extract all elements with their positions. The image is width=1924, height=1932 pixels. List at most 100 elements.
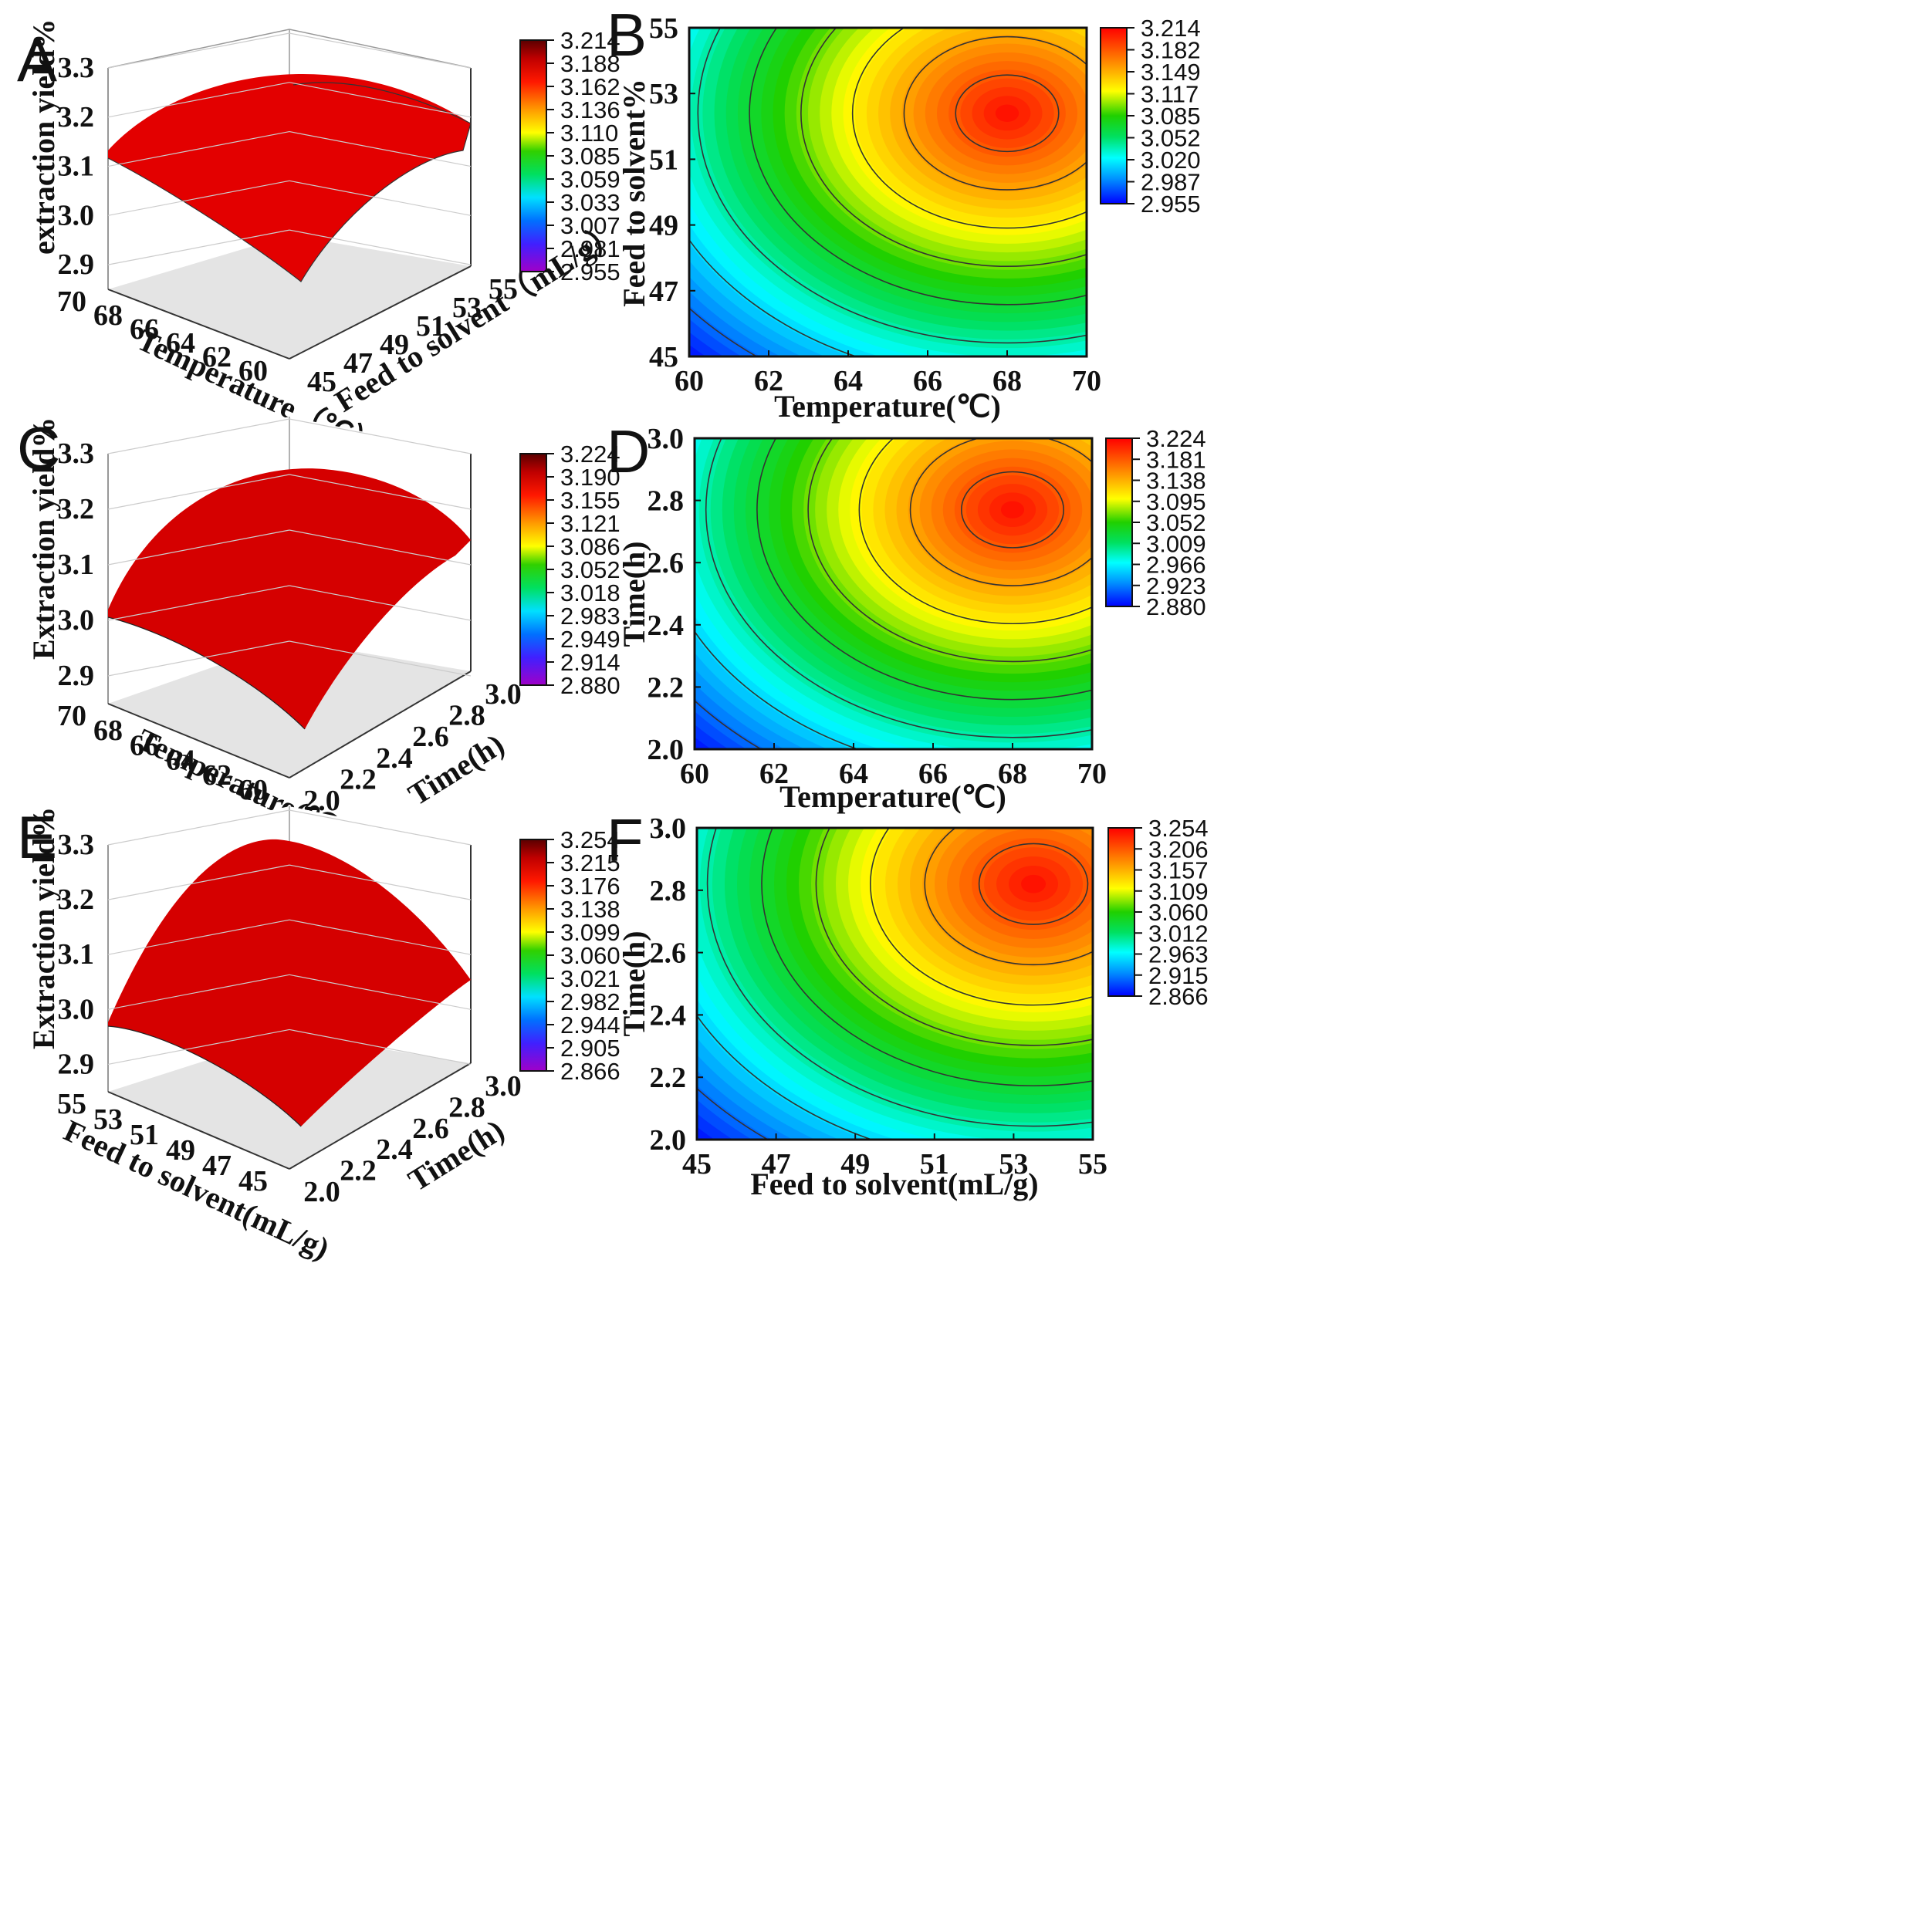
colorbar-tick-label: 3.188: [560, 50, 620, 77]
contour-plot-B: [689, 28, 1087, 356]
contour-rings-F: [697, 828, 1093, 1140]
colorbar-ticks-C: 3.2243.1903.1553.1213.0863.0523.0182.983…: [546, 441, 620, 699]
colorbar-tick-label: 2.966: [1146, 552, 1206, 579]
x-tick-label: 51: [920, 1148, 949, 1180]
colorbar-tick-label: 3.060: [1148, 899, 1209, 926]
colorbar-tick-label: 3.059: [560, 166, 620, 193]
y-tick-label: 2.0: [648, 734, 685, 766]
x-tick-label: 70: [1077, 758, 1107, 790]
colorbar-tick-label: 3.136: [560, 96, 620, 123]
z-tick-label: 3.0: [58, 993, 95, 1025]
y-axis-label-D: Time(h): [617, 541, 651, 647]
x-tick-label: 60: [238, 355, 268, 387]
surface-C: [108, 468, 471, 729]
x-axis-label-B: Temperature(℃): [774, 389, 1001, 424]
z-ticks-E: 2.9 3.0 3.1 3.2 3.3: [58, 809, 472, 1080]
colorbar-tick-label: 3.095: [1146, 488, 1206, 515]
z-tick-label: 3.1: [58, 938, 95, 971]
contour-line: [960, 471, 1065, 549]
colorbar-tick-label: 3.206: [1148, 836, 1209, 863]
y-tick-label: 2.4: [376, 1133, 413, 1166]
contour-line: [955, 74, 1060, 153]
surface-plot-C: [107, 417, 472, 779]
y-tick-label: 49: [380, 329, 409, 361]
colorbar-ticks-D: 3.2243.1813.1383.0953.0523.0092.9662.923…: [1132, 425, 1206, 620]
contour-plot-D: [695, 438, 1092, 749]
contour-plot-F: [697, 828, 1093, 1140]
z-axis-label-E: Extraction yield%: [26, 807, 61, 1049]
colorbar-tick-label: 2.915: [1148, 962, 1209, 989]
x-tick-label: 53: [93, 1103, 123, 1136]
panel-label-D: D: [607, 417, 650, 485]
y-tick-label: 2.8: [448, 700, 485, 732]
colorbar-tick-label: 3.181: [1146, 446, 1206, 473]
colorbar-tick-label: 2.880: [1146, 593, 1206, 620]
y-tick-label: 2.4: [376, 742, 413, 775]
colorbar-tick-label: 2.866: [560, 1058, 620, 1085]
contour-line: [807, 438, 1092, 663]
z-tick-label: 3.2: [58, 101, 95, 133]
z-tick-label: 3.2: [58, 883, 95, 916]
colorbar-tick-label: 3.117: [1141, 81, 1199, 108]
x-tick-label: 70: [1072, 365, 1101, 397]
colorbar-ticks-B: 3.2143.1823.1493.1173.0853.0523.0202.987…: [1127, 15, 1201, 218]
z-tick-label: 3.3: [58, 52, 95, 84]
y-tick-label: 2.8: [648, 485, 685, 518]
colorbar-tick-label: 3.085: [1141, 103, 1201, 130]
y-tick-label: 2.4: [650, 999, 687, 1032]
colorbar-tick-label: 3.176: [560, 873, 620, 900]
panel-label-C: C: [17, 414, 60, 482]
colorbar-tick-label: 3.138: [560, 896, 620, 923]
colorbar-ticks-F: 3.2543.2063.1573.1093.0603.0122.9632.915…: [1134, 815, 1209, 1010]
floor-plane-A: [108, 235, 471, 359]
x-tick-label: 62: [754, 365, 783, 397]
x-tick-label: 68: [998, 758, 1027, 790]
panel-label-B: B: [607, 1, 647, 69]
colorbar-tick-label: 3.224: [1146, 425, 1206, 452]
colorbar-tick-label: 3.109: [1148, 878, 1209, 905]
y-tick-label: 2.2: [340, 763, 377, 795]
colorbar-tick-label: 2.905: [560, 1035, 620, 1062]
colorbar-tick-label: 3.009: [1146, 530, 1206, 557]
x-tick-label: 45: [238, 1165, 268, 1197]
x-tick-label: 66: [130, 313, 159, 346]
x-tick-label: 55: [1078, 1148, 1107, 1180]
y-tick-label: 47: [649, 275, 678, 308]
contour-line: [697, 28, 1087, 344]
colorbar-tick-label: 3.157: [1148, 857, 1209, 884]
x-tick-label: 53: [999, 1148, 1028, 1180]
z-tick-label: 3.1: [58, 549, 95, 581]
y-tick-label: 45: [307, 366, 336, 398]
x-tick-label: 47: [202, 1150, 232, 1182]
y-ticks-C: 2.02.22.42.62.83.0: [303, 678, 522, 817]
x-tick-label: 70: [57, 285, 86, 318]
contour-line: [800, 28, 1087, 267]
panel-E: E 3.2543.2153.1763.1383.0993.0603.0212.9…: [17, 803, 620, 1266]
colorbar-tick-label: 2.949: [560, 626, 620, 653]
contour-line: [903, 35, 1087, 191]
colorbar-D: [1105, 437, 1133, 607]
y-ticks-D: 2.0 2.2 2.4 2.6 2.8 3.0: [648, 423, 701, 766]
z-tick-label: 2.9: [58, 1048, 95, 1080]
z-ticks-A: 2.9 3.0 3.1 3.2 3.3: [58, 32, 472, 281]
colorbar-tick-label: 3.254: [560, 826, 620, 853]
colorbar-tick-label: 3.007: [560, 212, 620, 239]
y-tick-label: 55: [649, 12, 678, 45]
y-ticks-E: 2.02.22.42.62.83.0: [303, 1070, 522, 1208]
contour-rings-B: [689, 28, 1087, 356]
x-tick-label: 66: [913, 365, 942, 397]
colorbar-tick-label: 2.914: [560, 649, 620, 676]
colorbar-tick-label: 3.018: [560, 579, 620, 606]
colorbar-tick-label: 3.214: [1141, 15, 1201, 42]
y-tick-label: 2.0: [650, 1124, 687, 1157]
colorbar-tick-label: 3.254: [1148, 815, 1209, 842]
z-tick-label: 3.0: [58, 604, 95, 637]
panel-B: B 3.2143.1823.1493.1173.0853.0523.0202.9…: [607, 1, 1201, 424]
y-tick-label: 2.2: [340, 1155, 377, 1187]
z-axis-label-C: Extraction yield%: [26, 417, 61, 660]
y-axis-label-F: Time(h): [617, 931, 651, 1036]
y-tick-label: 2.6: [412, 721, 449, 753]
